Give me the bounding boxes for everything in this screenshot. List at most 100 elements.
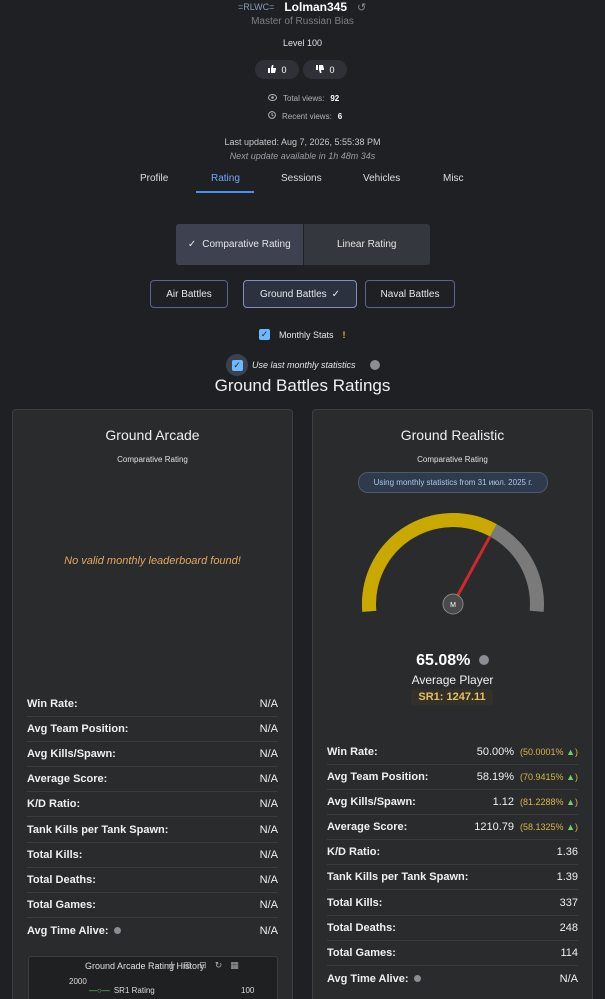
stat-value: N/A — [259, 824, 278, 836]
monthly-stats-option: ✓ Monthly Stats ! — [259, 329, 346, 340]
tab-profile[interactable]: Profile — [140, 173, 169, 184]
total-views-value: 92 — [330, 94, 340, 103]
stat-value: N/A — [559, 972, 578, 985]
use-last-monthly-checkbox[interactable]: ✓ — [226, 354, 248, 376]
rating-mode-toggle: ✓ Comparative Rating Linear Rating — [176, 224, 430, 265]
total-views: Total views: 92 — [268, 94, 339, 103]
legend-label: SR1 Rating — [113, 986, 155, 995]
info-icon[interactable] — [369, 360, 380, 370]
zoom-in-icon[interactable]: ⊞ — [183, 960, 192, 970]
stat-label: Total Games: — [27, 899, 96, 911]
monthly-stats-label: Monthly Stats — [279, 329, 334, 340]
stat-value: N/A — [259, 849, 278, 861]
player-title: Master of Russian Bias — [251, 16, 354, 27]
percentile-text: (70.9415% — [520, 772, 564, 782]
chart-toolbar: ⌕ ✛ ⊞ ⊟ ↻ ▦ — [155, 960, 239, 971]
naval-battles-button[interactable]: Naval Battles — [365, 280, 455, 308]
thumbs-down-icon — [315, 64, 325, 76]
monthly-stats-note: Using monthly statistics from 31 июл. 20… — [358, 472, 548, 493]
clock-icon — [268, 111, 276, 121]
monthly-stats-checkbox[interactable]: ✓ — [259, 329, 270, 340]
stat-label: Avg Team Position: — [27, 723, 129, 735]
stat-row: Total Kills: N/A — [27, 843, 278, 868]
info-icon[interactable] — [113, 927, 121, 934]
tab-rating[interactable]: Rating — [211, 173, 240, 184]
stat-label: Win Rate: — [327, 746, 378, 758]
stat-label: Avg Time Alive: — [327, 973, 421, 985]
stat-value: N/A — [259, 773, 278, 785]
rating-percent: 65.08% — [313, 652, 592, 670]
stat-row: Win Rate: 50.00% (50.0001% ▲) — [327, 740, 578, 765]
stat-row: Tank Kills per Tank Spawn: 1.39 — [327, 865, 578, 890]
pan-icon[interactable]: ✛ — [168, 960, 176, 970]
stat-value-text: 1210.79 — [474, 821, 515, 833]
recent-views-value: 6 — [337, 111, 343, 121]
recent-views-label: Recent views: — [282, 111, 332, 121]
gauge-hub — [442, 593, 464, 615]
stat-value-text: 1.12 — [492, 796, 515, 808]
rating-percent-value: 65.08% — [416, 652, 471, 669]
chart-legend[interactable]: —○— SR1 Rating — [89, 986, 155, 995]
gauge-needle — [451, 536, 491, 606]
linear-rating-label: Linear Rating — [337, 239, 397, 250]
stat-value: N/A — [259, 723, 278, 735]
history-icon[interactable]: ↺ — [357, 1, 367, 14]
total-views-label: Total views: — [283, 94, 325, 103]
thumbs-up-icon — [267, 64, 277, 76]
section-title: Ground Battles Ratings — [214, 376, 391, 395]
stat-label-text: Avg Time Alive: — [327, 972, 409, 985]
rating-history-chart: Ground Arcade Rating History ⌕ ✛ ⊞ ⊟ ↻ ▦… — [28, 956, 278, 999]
stat-label: Avg Kills/Spawn: — [327, 796, 416, 808]
stat-row: K/D Ratio: N/A — [27, 792, 278, 817]
percentile-text: (50.0001% — [520, 747, 564, 757]
stat-value: 50.00% (50.0001% ▲) — [477, 746, 578, 758]
comparative-rating-button[interactable]: ✓ Comparative Rating — [176, 224, 303, 265]
next-update: Next update available in 1h 48m 34s — [229, 151, 376, 161]
stat-value: N/A — [259, 748, 278, 760]
tab-sessions[interactable]: Sessions — [281, 173, 322, 184]
air-battles-button[interactable]: Air Battles — [150, 280, 228, 308]
air-battles-label: Air Battles — [166, 288, 212, 300]
percentile: (70.9415% ▲) — [520, 772, 578, 782]
zoom-icon[interactable]: ⌕ — [155, 960, 161, 970]
dislike-button[interactable]: 0 — [303, 60, 347, 79]
like-count: 0 — [281, 64, 287, 75]
rating-gauge: M — [362, 513, 544, 615]
stat-row: Average Score: N/A — [27, 767, 278, 792]
warning-icon: ! — [342, 329, 346, 340]
stat-value: 1.36 — [556, 846, 578, 858]
arrow-up-icon: ▲ — [566, 772, 575, 782]
arrow-up-icon: ▲ — [566, 747, 575, 757]
chart-type-icon[interactable]: ▦ — [230, 960, 239, 970]
stat-value: 1.12 (81.2288% ▲) — [493, 796, 578, 808]
stat-label: Total Kills: — [327, 897, 383, 909]
card-title: Ground Realistic — [400, 427, 505, 443]
ground-battles-button[interactable]: Ground Battles ✓ — [243, 280, 357, 308]
stat-value: 248 — [559, 922, 578, 934]
stat-label: Average Score: — [27, 773, 108, 785]
tab-misc[interactable]: Misc — [443, 173, 464, 184]
stat-label: Tank Kills per Tank Spawn: — [27, 824, 169, 836]
right-axis-label: 100 — [241, 986, 255, 995]
check-icon: ✓ — [187, 239, 197, 250]
stat-row: Avg Team Position: N/A — [27, 717, 278, 742]
use-last-monthly-label: Use last monthly statistics — [252, 360, 356, 370]
stat-label: Average Score: — [327, 821, 408, 833]
info-icon[interactable] — [413, 975, 421, 982]
stat-label: K/D Ratio: — [327, 846, 381, 858]
zoom-out-icon[interactable]: ⊟ — [199, 960, 207, 970]
reset-icon[interactable]: ↻ — [214, 960, 223, 970]
tab-vehicles[interactable]: Vehicles — [363, 173, 401, 184]
linear-rating-button[interactable]: Linear Rating — [304, 224, 431, 265]
arrow-up-icon: ▲ — [566, 822, 575, 832]
use-last-monthly-option: ✓ Use last monthly statistics — [226, 354, 380, 376]
squad-tag[interactable]: =RLWC= — [238, 2, 275, 12]
like-button[interactable]: 0 — [255, 60, 299, 79]
ground-battles-label: Ground Battles — [259, 288, 327, 300]
info-icon[interactable] — [478, 655, 489, 665]
stat-label: Avg Time Alive: — [27, 925, 121, 937]
gauge-fill — [362, 513, 497, 612]
gauge-marker: M — [450, 602, 456, 609]
stat-label: Avg Team Position: — [327, 771, 429, 783]
stat-label: Total Games: — [327, 947, 396, 959]
